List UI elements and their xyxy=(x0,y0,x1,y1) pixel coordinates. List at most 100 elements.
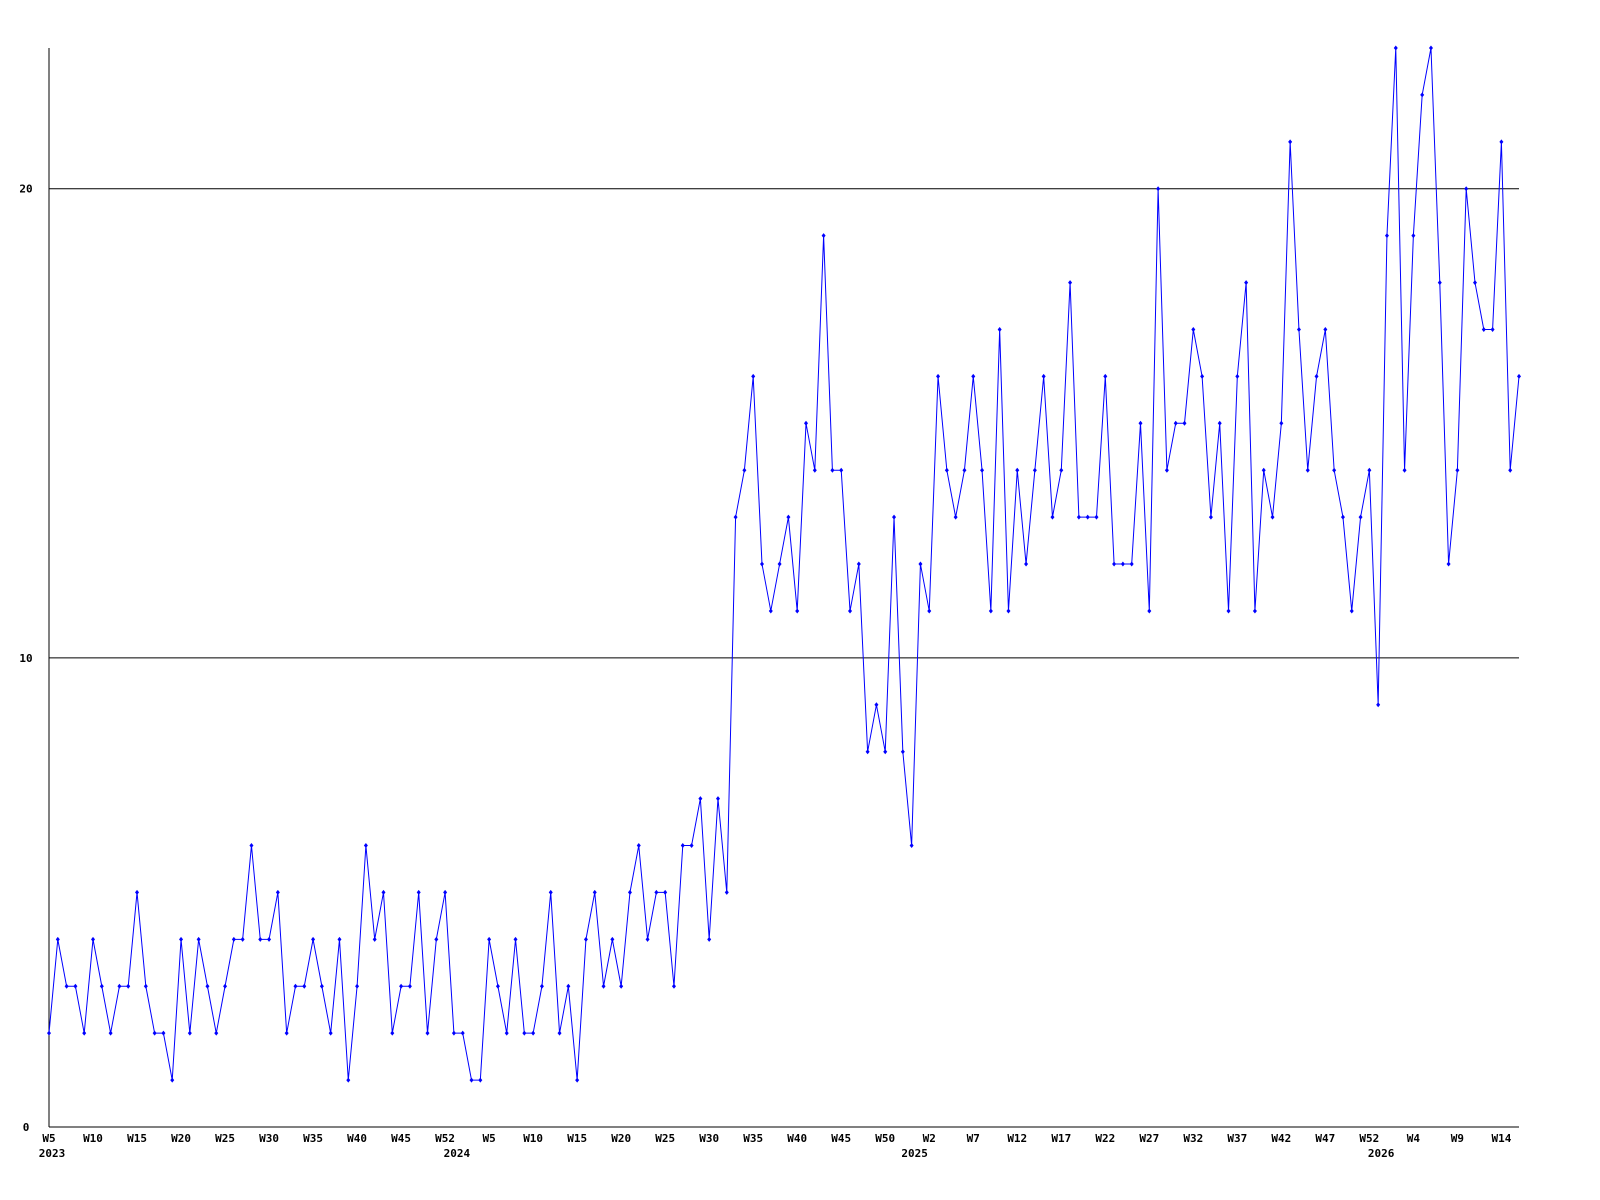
point-marker xyxy=(997,326,1002,332)
point-marker xyxy=(1323,326,1328,332)
point-marker xyxy=(1191,326,1196,332)
point-marker xyxy=(900,749,905,755)
point-marker xyxy=(64,983,69,989)
point-marker xyxy=(328,1030,333,1036)
point-marker xyxy=(724,889,729,895)
point-marker xyxy=(715,796,720,802)
x-tick-label: W17 xyxy=(1051,1132,1071,1145)
point-marker xyxy=(99,983,104,989)
point-marker xyxy=(487,936,492,942)
point-marker xyxy=(135,889,140,895)
point-marker xyxy=(407,983,412,989)
point-marker xyxy=(971,373,976,379)
point-marker xyxy=(416,889,421,895)
point-marker xyxy=(1402,467,1407,473)
x-tick-label: W30 xyxy=(259,1132,279,1145)
point-marker xyxy=(1481,326,1486,332)
point-marker xyxy=(980,467,985,473)
x-tick-label: W15 xyxy=(567,1132,587,1145)
x-group-label: 2025 xyxy=(901,1147,928,1160)
point-marker xyxy=(293,983,298,989)
y-tick-label: 0 xyxy=(23,1121,30,1134)
point-marker xyxy=(680,843,685,849)
point-marker xyxy=(627,889,632,895)
point-marker xyxy=(108,1030,113,1036)
x-tick-label: W4 xyxy=(1407,1132,1421,1145)
point-marker xyxy=(1129,561,1134,567)
point-marker xyxy=(1340,514,1345,520)
point-marker xyxy=(689,843,694,849)
point-marker xyxy=(918,561,923,567)
point-marker xyxy=(522,1030,527,1036)
point-marker xyxy=(1446,561,1451,567)
point-marker xyxy=(258,936,263,942)
point-marker xyxy=(1252,608,1257,614)
point-marker xyxy=(460,1030,465,1036)
point-marker xyxy=(1182,420,1187,426)
point-marker xyxy=(1076,514,1081,520)
point-marker xyxy=(1428,45,1433,51)
x-tick-label: W7 xyxy=(967,1132,980,1145)
x-tick-label: W37 xyxy=(1227,1132,1247,1145)
x-tick-label: W52 xyxy=(1359,1132,1379,1145)
point-marker xyxy=(337,936,342,942)
point-marker xyxy=(566,983,571,989)
point-marker xyxy=(1050,514,1055,520)
point-marker xyxy=(848,608,853,614)
point-marker xyxy=(1094,514,1099,520)
x-tick-label: W42 xyxy=(1271,1132,1291,1145)
point-marker xyxy=(1464,186,1469,192)
point-marker xyxy=(82,1030,87,1036)
point-marker xyxy=(786,514,791,520)
point-marker xyxy=(1041,373,1046,379)
point-marker xyxy=(469,1077,474,1083)
x-tick-label: W15 xyxy=(127,1132,147,1145)
point-marker xyxy=(768,608,773,614)
y-tick-label: 20 xyxy=(19,183,32,196)
point-marker xyxy=(557,1030,562,1036)
x-tick-label: W52 xyxy=(435,1132,455,1145)
point-marker xyxy=(539,983,544,989)
point-marker xyxy=(91,936,96,942)
point-marker xyxy=(1226,608,1231,614)
point-marker xyxy=(1217,420,1222,426)
y-tick-label: 10 xyxy=(19,652,32,665)
point-marker xyxy=(47,1030,51,1036)
point-marker xyxy=(355,983,360,989)
point-marker xyxy=(179,936,184,942)
point-marker xyxy=(117,983,122,989)
point-marker xyxy=(267,936,272,942)
point-marker xyxy=(610,936,615,942)
point-marker xyxy=(1103,373,1108,379)
point-marker xyxy=(1472,280,1477,286)
point-marker xyxy=(504,1030,509,1036)
point-marker xyxy=(302,983,307,989)
point-marker xyxy=(812,467,817,473)
point-marker xyxy=(495,983,500,989)
point-marker xyxy=(434,936,439,942)
x-group-label: 2023 xyxy=(39,1147,66,1160)
point-marker xyxy=(1288,139,1293,145)
point-marker xyxy=(1499,139,1504,145)
point-marker xyxy=(777,561,782,567)
point-marker xyxy=(311,936,316,942)
point-marker xyxy=(936,373,941,379)
point-marker xyxy=(284,1030,289,1036)
point-marker xyxy=(1015,467,1020,473)
point-marker xyxy=(1517,373,1521,379)
point-marker xyxy=(1296,326,1301,332)
x-tick-label: W45 xyxy=(391,1132,411,1145)
x-tick-label: W45 xyxy=(831,1132,851,1145)
point-marker xyxy=(1490,326,1495,332)
point-marker xyxy=(1305,467,1310,473)
point-marker xyxy=(663,889,668,895)
x-tick-label: W20 xyxy=(611,1132,631,1145)
x-tick-label: W30 xyxy=(699,1132,719,1145)
point-marker xyxy=(839,467,844,473)
point-marker xyxy=(636,843,641,849)
point-marker xyxy=(1164,467,1169,473)
x-group-label: 2026 xyxy=(1368,1147,1395,1160)
point-marker xyxy=(1112,561,1117,567)
point-marker xyxy=(55,936,60,942)
